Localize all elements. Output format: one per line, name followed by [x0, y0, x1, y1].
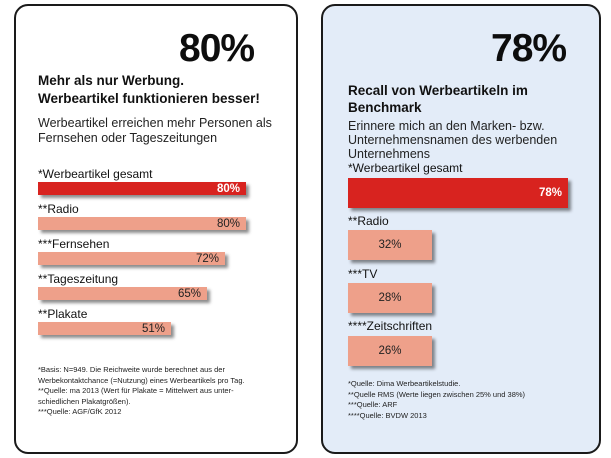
bar-fernsehen: 72% [38, 252, 225, 265]
subtext-line-2: Fernsehen oder Tageszeitungen [38, 131, 218, 145]
headline-percent: 78% [491, 27, 567, 70]
value-label-fernsehen: 72% [195, 252, 219, 265]
value-label-plakate: 51% [141, 322, 165, 335]
headline-line-1: Mehr als nur Werbung. [38, 73, 185, 88]
category-label-werbeartikel-gesamt: *Werbeartikel gesamt [38, 167, 153, 181]
bar-radio: 32% [348, 230, 432, 260]
footnote-line: ***Quelle: AGF/GfK 2012 [38, 407, 122, 416]
category-label-tv: ***TV [348, 267, 378, 281]
category-label-radio: **Radio [38, 202, 79, 216]
subtext-line-2: Unternehmensnamen des werbenden [348, 133, 558, 147]
value-label-tageszeitung: 65% [177, 287, 201, 300]
bar-werbeartikel-gesamt: 80% [38, 182, 246, 195]
category-label-werbeartikel-gesamt: *Werbeartikel gesamt [348, 161, 463, 175]
footnote-line: **Quelle RMS (Werte liegen zwischen 25% … [348, 389, 526, 399]
bar-werbeartikel-gesamt: 78% [348, 178, 568, 208]
category-label-plakate: **Plakate [38, 307, 88, 321]
bar-plakate: 51% [38, 322, 171, 335]
footnote-line: ****Quelle: BVDW 2013 [348, 410, 427, 420]
bar-radio: 80% [38, 217, 246, 230]
footnote-line: **Quelle: ma 2013 (Wert für Plakate = Mi… [38, 386, 234, 395]
subtext-line-1: Werbeartikel erreichen mehr Personen als [38, 116, 272, 130]
value-label-zeitschriften: 26% [378, 345, 402, 357]
subtext-line-1: Erinnere mich an den Marken- bzw. [348, 119, 545, 133]
footnote-line: schiedlichen Plakatgrößen). [38, 396, 131, 406]
value-label-tv: 28% [378, 292, 402, 304]
footnote-line: *Quelle: Dima Werbeartikelstudie. [348, 379, 461, 388]
value-label-werbeartikel-gesamt: 78% [538, 187, 562, 199]
bar-zeitschriften: 26% [348, 336, 432, 366]
bar-tv: 28% [348, 283, 432, 313]
value-label-radio: 80% [216, 217, 240, 230]
recall-panel: 78% Recall von Werbeartikeln im Benchmar… [321, 4, 601, 454]
bar-tageszeitung: 65% [38, 287, 207, 300]
category-label-zeitschriften: ****Zeitschriften [348, 319, 433, 333]
headline-line-2: Werbeartikel funktionieren besser! [38, 91, 260, 106]
headline-line-2: Benchmark [348, 100, 422, 115]
footnote-line: Werbekontaktchance (=Nutzung) eines Werb… [38, 375, 245, 385]
category-label-tageszeitung: **Tageszeitung [38, 272, 119, 286]
headline-line-1: Recall von Werbeartikeln im [348, 83, 528, 98]
category-label-radio: **Radio [348, 214, 389, 228]
headline-percent: 80% [179, 27, 255, 70]
subtext-line-3: Unternehmens [348, 147, 430, 161]
footnote-line: ***Quelle: ARF [348, 400, 398, 409]
value-label-werbeartikel-gesamt: 80% [216, 182, 240, 195]
category-label-fernsehen: ***Fernsehen [38, 237, 110, 251]
value-label-radio: 32% [378, 239, 402, 251]
footnote-line: *Basis: N=949. Die Reichweite wurde bere… [38, 365, 225, 374]
reach-panel: 80% Mehr als nur Werbung. Werbeartikel f… [14, 4, 298, 454]
